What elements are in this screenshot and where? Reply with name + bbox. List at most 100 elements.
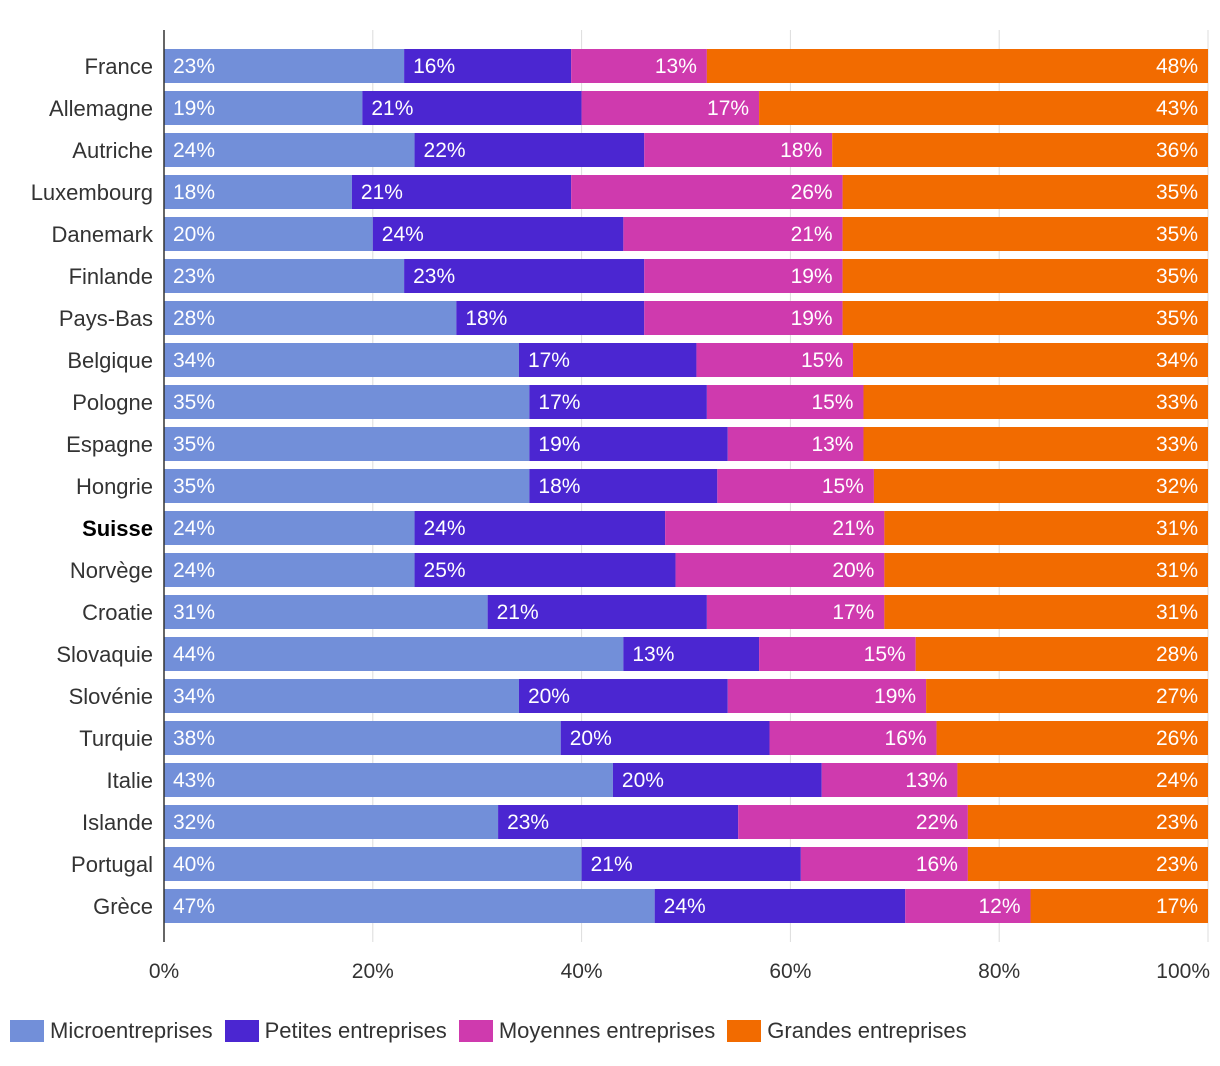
data-label: 26% — [791, 181, 833, 204]
data-label: 44% — [173, 643, 215, 666]
data-label: 23% — [173, 55, 215, 78]
data-label: 16% — [916, 853, 958, 876]
data-label: 40% — [173, 853, 215, 876]
data-label: 28% — [173, 307, 215, 330]
data-label: 24% — [424, 517, 466, 540]
bar-segment — [164, 49, 405, 83]
bar-segment — [164, 217, 373, 251]
bar-segment — [351, 175, 572, 209]
data-label: 32% — [1156, 475, 1198, 498]
bar-segment — [164, 301, 457, 335]
data-label: 19% — [791, 265, 833, 288]
data-label: 28% — [1156, 643, 1198, 666]
x-tick-labels: 0% 20% 40% 60% 80% 100% — [149, 960, 1210, 983]
stacked-bar-chart: 23% 16% 13% 48% 19% 21% 17% 43% 24% 22% 18% 36% 18% 2… — [31, 30, 1210, 983]
bar-segment — [727, 427, 864, 461]
data-label: 31% — [1156, 517, 1198, 540]
data-label: 31% — [1156, 601, 1198, 624]
bar-segment — [842, 259, 1208, 293]
bar-segment — [967, 805, 1208, 839]
data-label: 35% — [173, 391, 215, 414]
bar-segment — [926, 679, 1208, 713]
bar-segment — [164, 721, 561, 755]
legend: Microentreprises Petites entreprises Moy… — [10, 1018, 979, 1044]
bar-segment — [164, 91, 363, 125]
bar-segment — [518, 679, 728, 713]
category-label: Islande — [82, 810, 153, 835]
data-label: 35% — [1156, 265, 1198, 288]
data-label: 21% — [371, 97, 413, 120]
category-label: Autriche — [72, 138, 153, 163]
data-label: 18% — [780, 139, 822, 162]
x-tick-label: 60% — [769, 960, 811, 983]
category-label: Suisse — [82, 516, 153, 541]
data-label: 23% — [173, 265, 215, 288]
data-label: 48% — [1156, 55, 1198, 78]
category-label: Espagne — [66, 432, 153, 457]
bar-segment — [759, 637, 916, 671]
x-tick-label: 0% — [149, 960, 179, 983]
bar-segment — [164, 175, 352, 209]
category-label: Allemagne — [49, 96, 153, 121]
bar-segment — [164, 889, 655, 923]
bar-segment — [414, 511, 666, 545]
category-label: Slovaquie — [56, 642, 153, 667]
data-label: 35% — [173, 433, 215, 456]
bar-segment — [884, 511, 1208, 545]
bar-segment — [738, 805, 968, 839]
data-label: 23% — [507, 811, 549, 834]
data-label: 13% — [811, 433, 853, 456]
data-label: 13% — [905, 769, 947, 792]
bar-segment — [706, 595, 885, 629]
bar-segment — [456, 301, 645, 335]
bars: 23% 16% 13% 48% 19% 21% 17% 43% 24% 22% 18% 36% 18% 2… — [164, 49, 1208, 923]
bar-segment — [706, 49, 1208, 83]
bar-segment — [372, 217, 624, 251]
data-label: 22% — [424, 139, 466, 162]
category-label: Croatie — [82, 600, 153, 625]
category-label: Norvège — [70, 558, 153, 583]
legend-swatch — [224, 1020, 259, 1042]
data-label: 18% — [173, 181, 215, 204]
bar-segment — [967, 847, 1208, 881]
category-label: Danemark — [52, 222, 154, 247]
data-label: 17% — [538, 391, 580, 414]
bar-segment — [957, 763, 1208, 797]
bar-segment — [164, 679, 519, 713]
legend-label: Petites entreprises — [264, 1018, 447, 1043]
x-tick-label: 20% — [352, 960, 394, 983]
data-label: 27% — [1156, 685, 1198, 708]
data-label: 19% — [538, 433, 580, 456]
bar-segment — [769, 721, 937, 755]
category-label: Finlande — [69, 264, 153, 289]
data-label: 35% — [173, 475, 215, 498]
bar-segment — [164, 553, 415, 587]
data-label: 31% — [1156, 559, 1198, 582]
data-label: 24% — [382, 223, 424, 246]
bar-segment — [1030, 889, 1208, 923]
data-label: 23% — [413, 265, 455, 288]
category-label: Slovénie — [69, 684, 153, 709]
bar-segment — [644, 301, 843, 335]
bar-segment — [727, 679, 927, 713]
data-label: 17% — [832, 601, 874, 624]
data-label: 47% — [173, 895, 215, 918]
bar-segment — [853, 343, 1208, 377]
bar-segment — [164, 637, 624, 671]
bar-segment — [164, 847, 582, 881]
bar-segment — [842, 217, 1208, 251]
data-label: 34% — [1156, 349, 1198, 372]
bar-segment — [612, 763, 822, 797]
data-label: 25% — [424, 559, 466, 582]
bar-segment — [518, 343, 697, 377]
legend-swatch — [458, 1020, 493, 1042]
bar-segment — [675, 553, 885, 587]
bar-segment — [623, 637, 760, 671]
data-label: 26% — [1156, 727, 1198, 750]
data-label: 15% — [822, 475, 864, 498]
bar-segment — [863, 385, 1208, 419]
category-label: Turquie — [79, 726, 153, 751]
data-label: 13% — [655, 55, 697, 78]
data-label: 15% — [801, 349, 843, 372]
bar-segment — [581, 91, 760, 125]
